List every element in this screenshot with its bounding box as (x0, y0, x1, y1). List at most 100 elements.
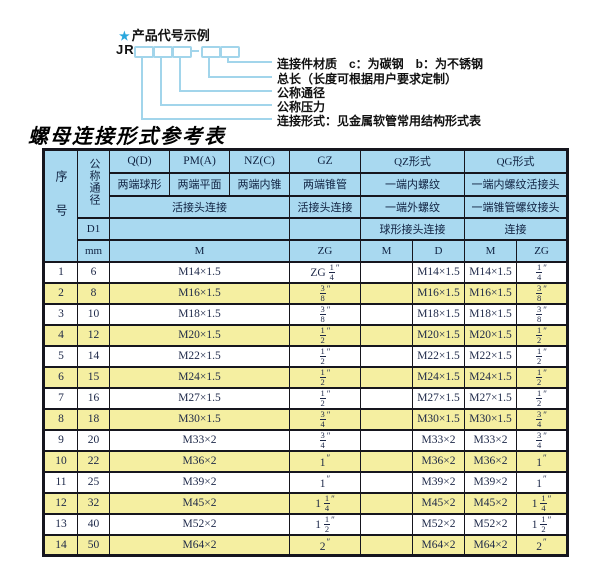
cell-qg-m: M18×1.5 (464, 302, 518, 326)
table-row: 1 6 M14×1.5 ZG 1 4 ″ M14×1.5 M14×1.5 1 4 ″ (43, 260, 569, 284)
connector-line (208, 76, 272, 78)
inch-mark: ″ (543, 346, 548, 357)
inch-mark: ″ (547, 493, 552, 504)
inch-mark: ″ (326, 304, 331, 315)
cell-qz-m (360, 386, 413, 410)
cell-qz-m (360, 260, 413, 284)
cell-dn-mm: 16 (77, 386, 110, 410)
cell-gz-zg: ZG 1 4 ″ (289, 260, 361, 284)
inch-mark: ″ (331, 493, 335, 504)
cell-qg-m: M22×1.5 (464, 344, 518, 368)
cell-m-thread: M27×1.5 (109, 386, 290, 410)
label-total-length: 总长（长度可根据用户要求定制） (277, 72, 458, 86)
cell-gz-zg: 3 8 ″ (289, 302, 361, 326)
cell-qg-zg: 1″ (516, 449, 569, 473)
header-nominal-diameter: 公称通径 (77, 148, 110, 219)
code-box-3 (172, 46, 192, 58)
cell-qz-d: M16×1.5 (411, 281, 466, 305)
header-code-pm: PM(A) (169, 148, 230, 174)
cell-dn-mm: 15 (77, 365, 110, 389)
connector-line (179, 56, 181, 91)
cell-seq: 4 (43, 323, 78, 347)
cell-dn-mm: 10 (77, 302, 110, 326)
cell-dn-mm: 25 (77, 470, 110, 494)
cell-qz-m (360, 533, 413, 557)
label-nominal-pressure: 公称压力 (277, 100, 326, 114)
cell-qg-m: M45×2 (464, 491, 518, 515)
cell-gz-zg: 1 2 ″ (289, 386, 361, 410)
cell-m-thread: M64×2 (109, 533, 290, 557)
connector-line (160, 56, 162, 105)
cell-qz-m (360, 449, 413, 473)
cell-m-thread: M30×1.5 (109, 407, 290, 431)
cell-qg-m: M27×1.5 (464, 386, 518, 410)
header-empty-cell (289, 216, 361, 241)
cell-qz-m (360, 365, 413, 389)
header-desc-qg1: 一端内螺纹活接头 (464, 171, 569, 197)
cell-qg-m: M64×2 (464, 533, 518, 557)
cell-m-thread: M24×1.5 (109, 365, 290, 389)
cell-m-thread: M45×2 (109, 491, 290, 515)
inch-mark: ″ (547, 514, 552, 525)
cell-dn-mm: 18 (77, 407, 110, 431)
table-row: 4 12 M20×1.5 1 2 ″ M20×1.5 M20×1.5 1 2 ″ (43, 323, 569, 347)
cell-qz-d: M45×2 (411, 491, 466, 515)
code-box-5 (220, 46, 240, 58)
cell-qg-zg: 1 2 ″ (516, 323, 569, 347)
header-code-gz: GZ (289, 148, 361, 174)
diagram-heading-text: 产品代号示例 (131, 28, 210, 43)
header-seq: 序号 (43, 148, 78, 263)
cell-qg-m: M24×1.5 (464, 365, 518, 389)
code-dash (190, 50, 199, 52)
cell-qz-d: M36×2 (411, 449, 466, 473)
table-row: 7 16 M27×1.5 1 2 ″ M27×1.5 M27×1.5 1 2 ″ (43, 386, 569, 410)
header-gz-connection: 活接头连接 (289, 194, 361, 219)
table-body: 1 6 M14×1.5 ZG 1 4 ″ M14×1.5 M14×1.5 1 4 ″ 2 8 M16×1.… (43, 260, 569, 557)
header-code-qz: QZ形式 (359, 148, 466, 174)
inch-mark: ″ (326, 474, 331, 484)
cell-gz-zg: 2″ (289, 533, 361, 557)
cell-qz-m (360, 491, 413, 515)
inch-mark: ″ (335, 262, 340, 273)
cell-dn-mm: 8 (77, 281, 110, 305)
inch-mark: ″ (326, 430, 331, 441)
code-box-1 (134, 46, 154, 58)
cell-gz-zg: 1 2 ″ (289, 365, 361, 389)
header-qz-connection: 球形接头连接 (359, 216, 466, 241)
cell-m-thread: M16×1.5 (109, 281, 290, 305)
connector-line (227, 56, 229, 62)
cell-qz-d: M30×1.5 (411, 407, 466, 431)
table-row: 5 14 M22×1.5 1 2 ″ M22×1.5 M22×1.5 1 2 ″ (43, 344, 569, 368)
inch-mark: ″ (326, 346, 331, 357)
cell-qg-zg: 1 2 ″ (516, 344, 569, 368)
cell-m-thread: M39×2 (109, 470, 290, 494)
cell-qg-m: M39×2 (464, 470, 518, 494)
cell-qg-m: M30×1.5 (464, 407, 518, 431)
connector-line (208, 56, 210, 77)
cell-m-thread: M14×1.5 (109, 260, 290, 284)
cell-qz-m (360, 344, 413, 368)
cell-dn-mm: 20 (77, 428, 110, 452)
cell-qz-m (360, 512, 413, 536)
cell-gz-zg: 1 1 4 ″ (289, 491, 361, 515)
header-code-q: Q(D) (109, 148, 170, 174)
inch-mark: ″ (326, 409, 331, 420)
cell-seq: 9 (43, 428, 78, 452)
header-unit-qz-d: D (411, 238, 466, 263)
table-title: 螺母连接形式参考表 (28, 124, 226, 148)
header-desc-qz1: 一端内螺纹 (359, 171, 466, 197)
cell-m-thread: M52×2 (109, 512, 290, 536)
cell-seq: 2 (43, 281, 78, 305)
cell-qg-zg: 1 4 ″ (516, 260, 569, 284)
table-row: 14 50 M64×2 2″ M64×2 M64×2 2″ (43, 533, 569, 557)
cell-seq: 12 (43, 491, 78, 515)
